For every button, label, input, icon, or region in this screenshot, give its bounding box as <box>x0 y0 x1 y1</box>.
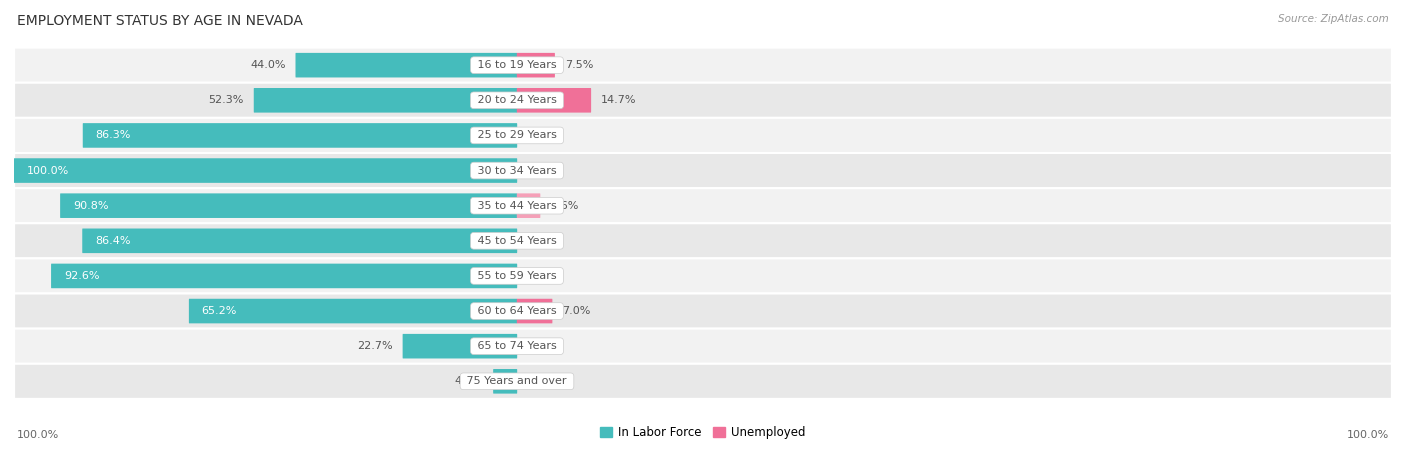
FancyBboxPatch shape <box>14 118 1392 153</box>
Text: 100.0%: 100.0% <box>27 166 69 175</box>
Text: 0.0%: 0.0% <box>527 236 555 246</box>
FancyBboxPatch shape <box>14 294 1392 329</box>
Text: EMPLOYMENT STATUS BY AGE IN NEVADA: EMPLOYMENT STATUS BY AGE IN NEVADA <box>17 14 302 28</box>
Text: 20 to 24 Years: 20 to 24 Years <box>474 95 560 105</box>
Text: 90.8%: 90.8% <box>73 201 108 211</box>
FancyBboxPatch shape <box>14 223 1392 258</box>
Text: 4.7%: 4.7% <box>454 376 484 387</box>
Text: 75 Years and over: 75 Years and over <box>464 376 571 387</box>
FancyBboxPatch shape <box>14 258 1392 294</box>
Text: 86.3%: 86.3% <box>96 130 131 140</box>
Text: 86.4%: 86.4% <box>96 236 131 246</box>
Text: 60 to 64 Years: 60 to 64 Years <box>474 306 560 316</box>
FancyBboxPatch shape <box>402 334 517 359</box>
FancyBboxPatch shape <box>14 48 1392 83</box>
Text: 7.0%: 7.0% <box>562 306 591 316</box>
Text: 4.6%: 4.6% <box>550 201 578 211</box>
FancyBboxPatch shape <box>494 369 517 394</box>
FancyBboxPatch shape <box>517 88 591 113</box>
FancyBboxPatch shape <box>14 158 517 183</box>
FancyBboxPatch shape <box>14 329 1392 364</box>
FancyBboxPatch shape <box>83 229 517 253</box>
Text: 0.0%: 0.0% <box>527 166 555 175</box>
Text: 25 to 29 Years: 25 to 29 Years <box>474 130 560 140</box>
FancyBboxPatch shape <box>517 299 553 323</box>
FancyBboxPatch shape <box>253 88 517 113</box>
Text: 92.6%: 92.6% <box>63 271 100 281</box>
Text: 35 to 44 Years: 35 to 44 Years <box>474 201 560 211</box>
FancyBboxPatch shape <box>14 83 1392 118</box>
FancyBboxPatch shape <box>14 364 1392 399</box>
FancyBboxPatch shape <box>517 193 540 218</box>
FancyBboxPatch shape <box>14 188 1392 223</box>
FancyBboxPatch shape <box>60 193 517 218</box>
Text: 0.0%: 0.0% <box>527 130 555 140</box>
Text: 65 to 74 Years: 65 to 74 Years <box>474 341 560 351</box>
Text: 0.0%: 0.0% <box>527 376 555 387</box>
FancyBboxPatch shape <box>517 53 555 78</box>
Text: 0.0%: 0.0% <box>527 271 555 281</box>
Text: 7.5%: 7.5% <box>565 60 593 70</box>
Text: 0.0%: 0.0% <box>527 341 555 351</box>
Text: 65.2%: 65.2% <box>201 306 238 316</box>
Text: 30 to 34 Years: 30 to 34 Years <box>474 166 560 175</box>
Text: 14.7%: 14.7% <box>600 95 637 105</box>
Text: 44.0%: 44.0% <box>250 60 285 70</box>
Legend: In Labor Force, Unemployed: In Labor Force, Unemployed <box>596 421 810 444</box>
FancyBboxPatch shape <box>83 123 517 148</box>
Text: 55 to 59 Years: 55 to 59 Years <box>474 271 560 281</box>
Text: 16 to 19 Years: 16 to 19 Years <box>474 60 560 70</box>
Text: 100.0%: 100.0% <box>1347 430 1389 440</box>
FancyBboxPatch shape <box>295 53 517 78</box>
Text: Source: ZipAtlas.com: Source: ZipAtlas.com <box>1278 14 1389 23</box>
FancyBboxPatch shape <box>188 299 517 323</box>
Text: 22.7%: 22.7% <box>357 341 392 351</box>
Text: 100.0%: 100.0% <box>17 430 59 440</box>
Text: 52.3%: 52.3% <box>208 95 243 105</box>
FancyBboxPatch shape <box>51 264 517 288</box>
Text: 45 to 54 Years: 45 to 54 Years <box>474 236 560 246</box>
FancyBboxPatch shape <box>14 153 1392 188</box>
